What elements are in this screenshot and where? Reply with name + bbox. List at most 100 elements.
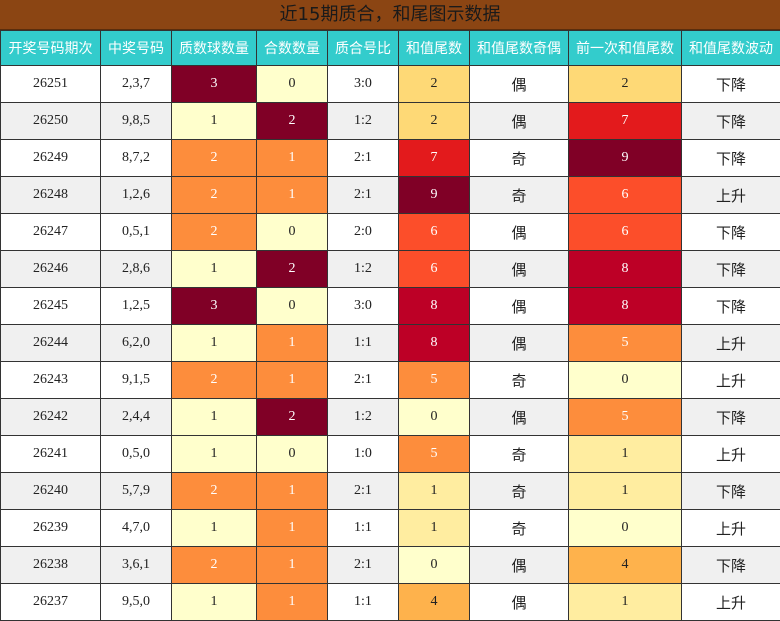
ratio-cell: 1:1 bbox=[328, 510, 399, 547]
numbers-cell: 3,6,1 bbox=[101, 547, 172, 584]
ratio-cell: 1:2 bbox=[328, 251, 399, 288]
numbers-cell: 0,5,1 bbox=[101, 214, 172, 251]
numbers-cell: 2,3,7 bbox=[101, 66, 172, 103]
composite-count-cell: 0 bbox=[257, 214, 328, 251]
numbers-cell: 0,5,0 bbox=[101, 436, 172, 473]
trend-cell: 上升 bbox=[682, 362, 780, 399]
numbers-cell: 9,8,5 bbox=[101, 103, 172, 140]
trend-cell: 下降 bbox=[682, 103, 780, 140]
prev-tail-cell: 5 bbox=[569, 325, 682, 362]
prime-count-cell: 2 bbox=[172, 473, 257, 510]
prev-tail-cell: 1 bbox=[569, 584, 682, 621]
header-row: 开奖号码期次 中奖号码 质数球数量 合数数量 质合号比 和值尾数 和值尾数奇偶 … bbox=[1, 31, 780, 66]
sum-tail-cell: 1 bbox=[399, 473, 470, 510]
prime-count-cell: 1 bbox=[172, 510, 257, 547]
parity-cell: 奇 bbox=[470, 473, 569, 510]
ratio-cell: 2:1 bbox=[328, 473, 399, 510]
sum-tail-cell: 0 bbox=[399, 547, 470, 584]
parity-cell: 偶 bbox=[470, 66, 569, 103]
prime-count-cell: 2 bbox=[172, 214, 257, 251]
parity-cell: 奇 bbox=[470, 510, 569, 547]
prev-tail-cell: 6 bbox=[569, 177, 682, 214]
sum-tail-cell: 2 bbox=[399, 103, 470, 140]
trend-cell: 上升 bbox=[682, 177, 780, 214]
sum-tail-cell: 6 bbox=[399, 214, 470, 251]
prev-tail-cell: 5 bbox=[569, 399, 682, 436]
prev-tail-cell: 1 bbox=[569, 473, 682, 510]
sum-tail-cell: 8 bbox=[399, 325, 470, 362]
trend-cell: 下降 bbox=[682, 399, 780, 436]
parity-cell: 奇 bbox=[470, 362, 569, 399]
sum-tail-cell: 4 bbox=[399, 584, 470, 621]
trend-cell: 下降 bbox=[682, 66, 780, 103]
parity-cell: 偶 bbox=[470, 325, 569, 362]
prime-count-cell: 1 bbox=[172, 251, 257, 288]
issue-cell: 26242 bbox=[1, 399, 101, 436]
parity-cell: 偶 bbox=[470, 288, 569, 325]
trend-cell: 下降 bbox=[682, 251, 780, 288]
issue-cell: 26250 bbox=[1, 103, 101, 140]
ratio-cell: 3:0 bbox=[328, 66, 399, 103]
issue-cell: 26243 bbox=[1, 362, 101, 399]
issue-cell: 26247 bbox=[1, 214, 101, 251]
numbers-cell: 1,2,5 bbox=[101, 288, 172, 325]
composite-count-cell: 1 bbox=[257, 140, 328, 177]
prime-count-cell: 2 bbox=[172, 362, 257, 399]
parity-cell: 奇 bbox=[470, 140, 569, 177]
issue-cell: 26237 bbox=[1, 584, 101, 621]
composite-count-cell: 1 bbox=[257, 362, 328, 399]
header-cell: 质数球数量 bbox=[172, 31, 257, 66]
sum-tail-cell: 6 bbox=[399, 251, 470, 288]
numbers-cell: 4,7,0 bbox=[101, 510, 172, 547]
sum-tail-cell: 7 bbox=[399, 140, 470, 177]
prime-count-cell: 1 bbox=[172, 103, 257, 140]
prime-count-cell: 3 bbox=[172, 288, 257, 325]
numbers-cell: 2,8,6 bbox=[101, 251, 172, 288]
prev-tail-cell: 4 bbox=[569, 547, 682, 584]
prev-tail-cell: 2 bbox=[569, 66, 682, 103]
issue-cell: 26241 bbox=[1, 436, 101, 473]
trend-cell: 上升 bbox=[682, 510, 780, 547]
ratio-cell: 1:2 bbox=[328, 103, 399, 140]
composite-count-cell: 0 bbox=[257, 436, 328, 473]
sum-tail-cell: 5 bbox=[399, 436, 470, 473]
parity-cell: 偶 bbox=[470, 399, 569, 436]
trend-cell: 下降 bbox=[682, 547, 780, 584]
sum-tail-cell: 5 bbox=[399, 362, 470, 399]
issue-cell: 26248 bbox=[1, 177, 101, 214]
header-cell: 和值尾数 bbox=[399, 31, 470, 66]
header-cell: 开奖号码期次 bbox=[1, 31, 101, 66]
parity-cell: 奇 bbox=[470, 177, 569, 214]
composite-count-cell: 0 bbox=[257, 66, 328, 103]
prev-tail-cell: 9 bbox=[569, 140, 682, 177]
chart-title: 近15期质合，和尾图示数据 bbox=[0, 0, 780, 30]
issue-cell: 26240 bbox=[1, 473, 101, 510]
numbers-cell: 8,7,2 bbox=[101, 140, 172, 177]
issue-cell: 26251 bbox=[1, 66, 101, 103]
issue-cell: 26246 bbox=[1, 251, 101, 288]
trend-cell: 下降 bbox=[682, 288, 780, 325]
ratio-cell: 1:0 bbox=[328, 436, 399, 473]
prime-count-cell: 1 bbox=[172, 584, 257, 621]
sum-tail-cell: 8 bbox=[399, 288, 470, 325]
ratio-cell: 2:0 bbox=[328, 214, 399, 251]
trend-cell: 下降 bbox=[682, 473, 780, 510]
composite-count-cell: 1 bbox=[257, 325, 328, 362]
data-table: 开奖号码期次 中奖号码 质数球数量 合数数量 质合号比 和值尾数 和值尾数奇偶 … bbox=[0, 30, 780, 621]
trend-cell: 上升 bbox=[682, 325, 780, 362]
issue-cell: 26249 bbox=[1, 140, 101, 177]
sum-tail-cell: 0 bbox=[399, 399, 470, 436]
composite-count-cell: 2 bbox=[257, 251, 328, 288]
ratio-cell: 1:1 bbox=[328, 584, 399, 621]
composite-count-cell: 1 bbox=[257, 177, 328, 214]
trend-cell: 下降 bbox=[682, 214, 780, 251]
ratio-cell: 2:1 bbox=[328, 140, 399, 177]
